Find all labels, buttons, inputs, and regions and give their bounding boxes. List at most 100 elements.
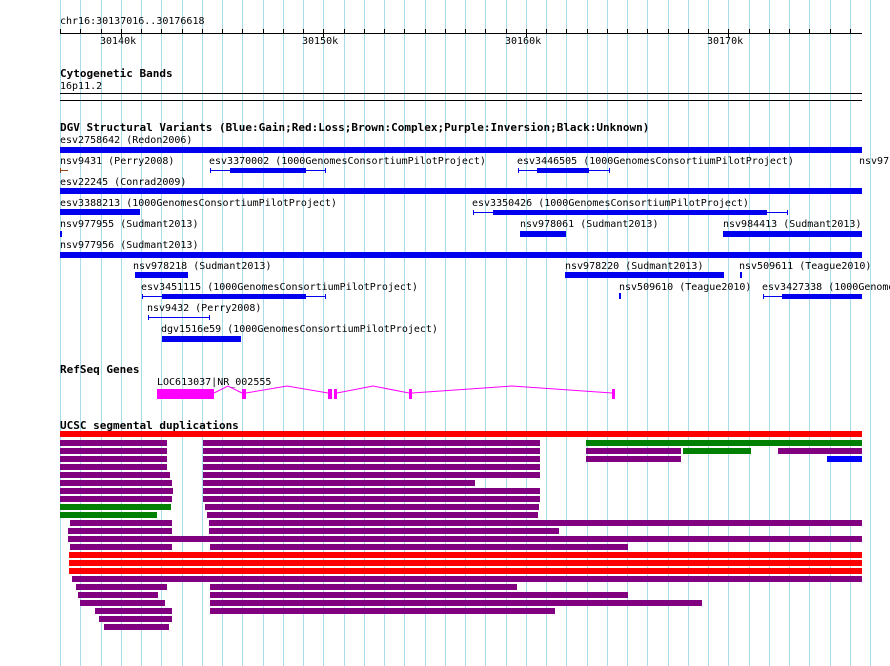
segdup-feature[interactable] <box>60 496 172 502</box>
segdup-feature[interactable] <box>60 464 167 470</box>
segdup-feature[interactable] <box>69 568 862 574</box>
segdup-track-title[interactable]: UCSC segmental duplications <box>60 419 239 432</box>
segdup-feature[interactable] <box>203 480 475 486</box>
segdup-feature[interactable] <box>586 448 681 454</box>
grid-line <box>445 0 446 666</box>
ruler-tick <box>809 29 810 33</box>
ruler-tick <box>668 29 669 33</box>
segdup-feature[interactable] <box>60 440 167 446</box>
dgv-feature-esv2758642[interactable] <box>60 147 862 153</box>
dgv-feature-label: esv3451115 (1000GenomesConsortiumPilotPr… <box>141 282 418 293</box>
segdup-feature[interactable] <box>209 528 559 534</box>
segdup-feature[interactable] <box>203 456 540 462</box>
segdup-feature[interactable] <box>68 536 862 542</box>
ruler-tick <box>384 29 385 33</box>
dgv-feature-nsv9432-line[interactable] <box>148 317 210 318</box>
dgv-feature-nsv977955[interactable] <box>60 231 62 237</box>
segdup-feature[interactable] <box>76 584 167 590</box>
segdup-feature[interactable] <box>210 592 628 598</box>
grid-line <box>485 0 486 666</box>
segdup-feature[interactable] <box>203 488 540 494</box>
segdup-feature[interactable] <box>72 576 862 582</box>
segdup-feature[interactable] <box>60 488 173 494</box>
segdup-feature[interactable] <box>80 600 165 606</box>
segdup-feature[interactable] <box>210 608 555 614</box>
dgv-feature-esv22245[interactable] <box>60 188 862 194</box>
grid-line <box>60 0 61 666</box>
segdup-feature[interactable] <box>95 608 172 614</box>
segdup-feature[interactable] <box>210 544 628 550</box>
segdup-feature[interactable] <box>69 552 862 558</box>
segdup-feature[interactable] <box>104 624 169 630</box>
dgv-feature-label: nsv97 <box>859 156 890 167</box>
segdup-feature[interactable] <box>60 480 172 486</box>
segdup-feature[interactable] <box>210 584 517 590</box>
ruler-tick <box>182 29 183 33</box>
dgv-feature-label: nsv509610 (Teague2010) <box>619 282 752 293</box>
ruler-tick <box>769 29 770 33</box>
ruler-tick <box>566 29 567 33</box>
ruler-tick <box>121 29 122 37</box>
ruler-tick <box>344 29 345 33</box>
segdup-feature[interactable] <box>778 448 862 454</box>
cytoband-track-title[interactable]: Cytogenetic Bands <box>60 67 173 80</box>
dgv-feature-esv3427338[interactable] <box>782 294 862 299</box>
segdup-feature[interactable] <box>78 592 158 598</box>
dgv-feature-esv3451115[interactable] <box>162 294 306 299</box>
segdup-feature[interactable] <box>210 600 702 606</box>
ruler-tick <box>425 29 426 33</box>
segdup-feature[interactable] <box>60 504 171 510</box>
dgv-feature-nsv509610[interactable] <box>619 293 621 299</box>
dgv-feature-nsv978218[interactable] <box>135 272 188 278</box>
segdup-feature[interactable] <box>68 528 172 534</box>
segdup-feature[interactable] <box>586 456 681 462</box>
segdup-feature[interactable] <box>203 440 540 446</box>
segdup-feature[interactable] <box>99 616 172 622</box>
gene-label: LOC613037|NR_002555 <box>157 377 272 388</box>
segdup-feature[interactable] <box>683 448 751 454</box>
segdup-feature[interactable] <box>207 512 538 518</box>
dgv-track-title[interactable]: DGV Structural Variants (Blue:Gain;Red:L… <box>60 121 650 134</box>
dgv-feature-label: esv22245 (Conrad2009) <box>60 177 187 188</box>
segdup-feature[interactable] <box>60 431 862 437</box>
segdup-feature[interactable] <box>209 520 862 526</box>
grid-line <box>161 0 162 666</box>
segdup-feature[interactable] <box>70 520 172 526</box>
grid-line <box>344 0 345 666</box>
dgv-feature-esv3427338-cap <box>763 294 764 299</box>
segdup-feature[interactable] <box>203 472 540 478</box>
segdup-feature[interactable] <box>69 560 862 566</box>
segdup-feature[interactable] <box>60 456 167 462</box>
dgv-feature-esv3350426[interactable] <box>493 210 767 215</box>
dgv-feature-label: esv3388213 (1000GenomesConsortiumPilotPr… <box>60 198 337 209</box>
segdup-feature[interactable] <box>203 496 540 502</box>
dgv-feature-nsv9431[interactable] <box>60 170 68 171</box>
dgv-feature-esv3388213[interactable] <box>60 209 140 215</box>
dgv-feature-nsv509611[interactable] <box>740 272 742 278</box>
ruler-tick <box>627 29 628 33</box>
dgv-feature-esv3370002[interactable] <box>230 168 306 173</box>
segdup-feature[interactable] <box>205 504 539 510</box>
segdup-feature[interactable] <box>203 448 540 454</box>
dgv-feature-nsv984413[interactable] <box>723 231 862 237</box>
dgv-feature-nsv978061[interactable] <box>520 231 566 237</box>
segdup-feature[interactable] <box>60 472 170 478</box>
ruler-tick <box>303 29 304 33</box>
ruler-tick <box>485 29 486 33</box>
segdup-feature[interactable] <box>60 448 167 454</box>
dgv-feature-esv3446505[interactable] <box>537 168 589 173</box>
segdup-feature[interactable] <box>586 440 862 446</box>
segdup-feature[interactable] <box>60 512 157 518</box>
dgv-feature-nsv978220[interactable] <box>565 272 724 278</box>
dgv-feature-nsv977956[interactable] <box>60 252 862 258</box>
dgv-feature-dgv1516e59[interactable] <box>162 336 241 342</box>
dgv-feature-label: nsv984413 (Sudmant2013) <box>723 219 862 230</box>
refseq-track-title[interactable]: RefSeq Genes <box>60 363 140 376</box>
segdup-feature[interactable] <box>203 464 540 470</box>
segdup-feature[interactable] <box>827 456 862 462</box>
grid-line <box>688 0 689 666</box>
gene-model-LOC613037[interactable] <box>0 0 890 420</box>
ruler-tick <box>404 29 405 33</box>
segdup-feature[interactable] <box>70 544 172 550</box>
